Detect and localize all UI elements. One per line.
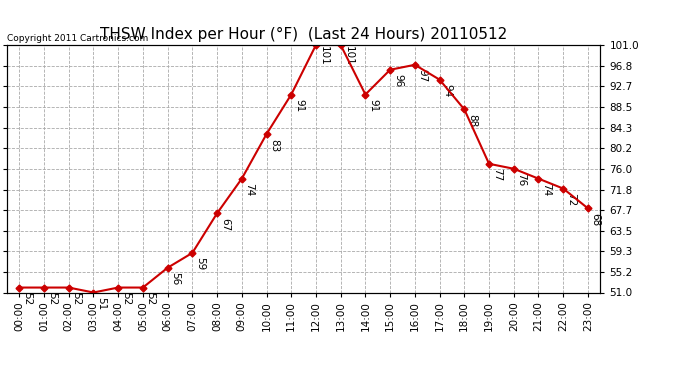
Text: 88: 88: [467, 114, 477, 127]
Text: 72: 72: [566, 193, 576, 206]
Text: 52: 52: [146, 292, 156, 305]
Text: 52: 52: [22, 292, 32, 305]
Text: 68: 68: [591, 213, 601, 226]
Text: 52: 52: [47, 292, 57, 305]
Text: 96: 96: [393, 74, 403, 87]
Title: THSW Index per Hour (°F)  (Last 24 Hours) 20110512: THSW Index per Hour (°F) (Last 24 Hours)…: [100, 27, 507, 42]
Text: 101: 101: [319, 46, 328, 66]
Text: Copyright 2011 Cartronics.com: Copyright 2011 Cartronics.com: [7, 33, 148, 42]
Text: 59: 59: [195, 257, 205, 271]
Text: 76: 76: [517, 173, 526, 186]
Text: 101: 101: [344, 46, 353, 66]
Text: 91: 91: [294, 99, 304, 112]
Text: 97: 97: [417, 69, 428, 82]
Text: 91: 91: [368, 99, 378, 112]
Text: 52: 52: [72, 292, 81, 305]
Text: 74: 74: [541, 183, 551, 196]
Text: 77: 77: [492, 168, 502, 182]
Text: 51: 51: [96, 297, 106, 310]
Text: 94: 94: [442, 84, 453, 98]
Text: 56: 56: [170, 272, 180, 285]
Text: 83: 83: [269, 139, 279, 152]
Text: 74: 74: [244, 183, 255, 196]
Text: 67: 67: [220, 218, 230, 231]
Text: 52: 52: [121, 292, 131, 305]
